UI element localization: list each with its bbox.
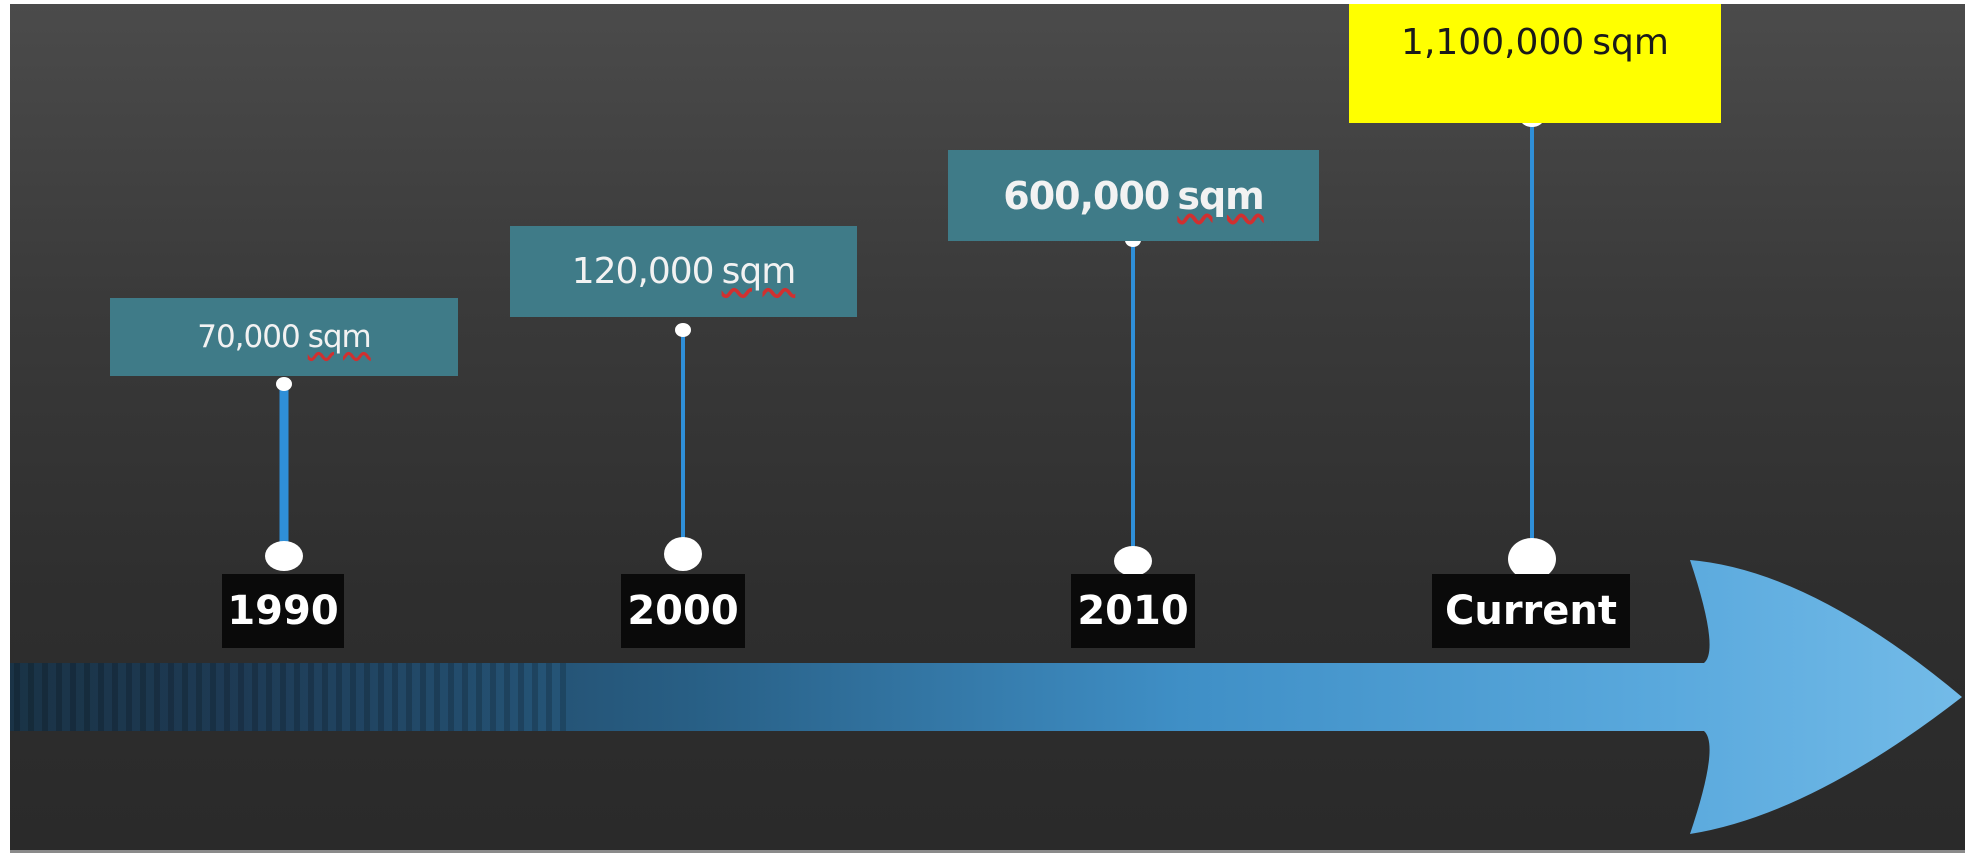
bottom-divider bbox=[10, 850, 1965, 853]
value-box-1990: 70,000 sqm bbox=[110, 298, 458, 376]
value-1990: 70,000 bbox=[197, 319, 300, 355]
anchor-dot-2000 bbox=[664, 537, 702, 571]
unit-2010: sqm bbox=[1177, 173, 1264, 218]
year-label-1990: 1990 bbox=[222, 574, 344, 648]
anchor-dot-current bbox=[1508, 538, 1556, 580]
stems bbox=[279, 118, 1534, 558]
unit-2000: sqm bbox=[721, 251, 797, 292]
value-2000: 120,000 bbox=[571, 251, 715, 292]
arrow-shape bbox=[10, 560, 1962, 834]
year-label-current: Current bbox=[1432, 574, 1630, 648]
anchor-dot-1990 bbox=[265, 541, 303, 571]
unit-current: sqm bbox=[1592, 22, 1669, 63]
arrow-tail-texture bbox=[10, 663, 570, 731]
top-dot-1990 bbox=[276, 377, 292, 391]
value-current: 1,100,000 bbox=[1401, 22, 1585, 63]
anchor-dot-2010 bbox=[1114, 546, 1152, 576]
anchor-dots bbox=[265, 537, 1556, 580]
top-dots bbox=[276, 109, 1544, 391]
top-dot-2000 bbox=[675, 323, 691, 337]
timeline-arrow bbox=[10, 560, 1962, 834]
unit-1990: sqm bbox=[307, 319, 372, 355]
year-label-2010: 2010 bbox=[1071, 574, 1195, 648]
value-2010: 600,000 bbox=[1003, 173, 1170, 218]
value-box-2010: 600,000 sqm bbox=[948, 150, 1319, 241]
value-box-2000: 120,000 sqm bbox=[510, 226, 857, 317]
year-label-2000: 2000 bbox=[621, 574, 745, 648]
value-box-current: 1,100,000 sqm bbox=[1349, 4, 1721, 123]
